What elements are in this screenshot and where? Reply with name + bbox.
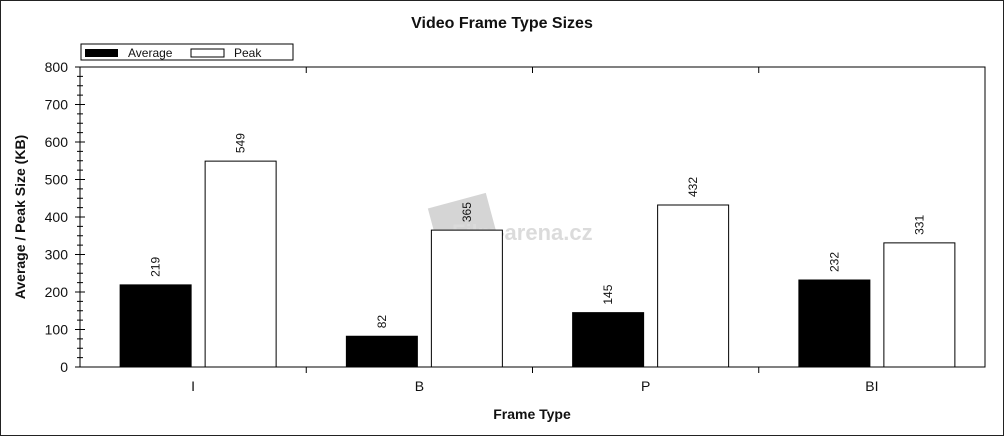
x-tick-label: BI	[865, 378, 878, 394]
data-label: 432	[686, 177, 700, 197]
x-tick-label: I	[191, 378, 195, 394]
x-tick-label: B	[415, 378, 424, 394]
bar-peak	[204, 160, 277, 368]
x-axis-label: Frame Type	[493, 406, 571, 422]
bar-peak	[657, 204, 730, 368]
data-label: 549	[234, 133, 248, 153]
data-label: 145	[601, 284, 615, 304]
bar-average	[798, 279, 871, 368]
data-label: 219	[149, 257, 163, 277]
data-label: 331	[912, 215, 926, 235]
data-label: 232	[827, 252, 841, 272]
y-tick-label: 500	[45, 172, 69, 188]
bar-peak	[430, 229, 503, 368]
data-label: 82	[375, 315, 389, 329]
y-tick-label: 800	[45, 59, 69, 75]
chart-title: Video Frame Type Sizes	[411, 15, 593, 32]
legend-swatch-peak	[190, 48, 225, 58]
legend: Average Peak	[80, 43, 294, 61]
y-tick-label: 0	[60, 359, 68, 375]
legend-swatch-average	[85, 49, 118, 57]
y-axis-label: Average / Peak Size (KB)	[12, 135, 28, 299]
y-tick-label: 700	[45, 97, 69, 113]
y-tick-label: 100	[45, 322, 69, 338]
bar-average	[345, 335, 418, 368]
bar-peak	[883, 242, 956, 368]
y-tick-label: 400	[45, 209, 69, 225]
y-tick-label: 200	[45, 284, 69, 300]
bar-average	[119, 284, 192, 368]
bar-average	[572, 312, 645, 368]
legend-label-average: Average	[128, 46, 173, 60]
x-tick-label: P	[641, 378, 650, 394]
y-tick-label: 300	[45, 247, 69, 263]
data-label: 365	[460, 202, 474, 222]
legend-label-peak: Peak	[234, 46, 262, 60]
y-tick-label: 600	[45, 134, 69, 150]
